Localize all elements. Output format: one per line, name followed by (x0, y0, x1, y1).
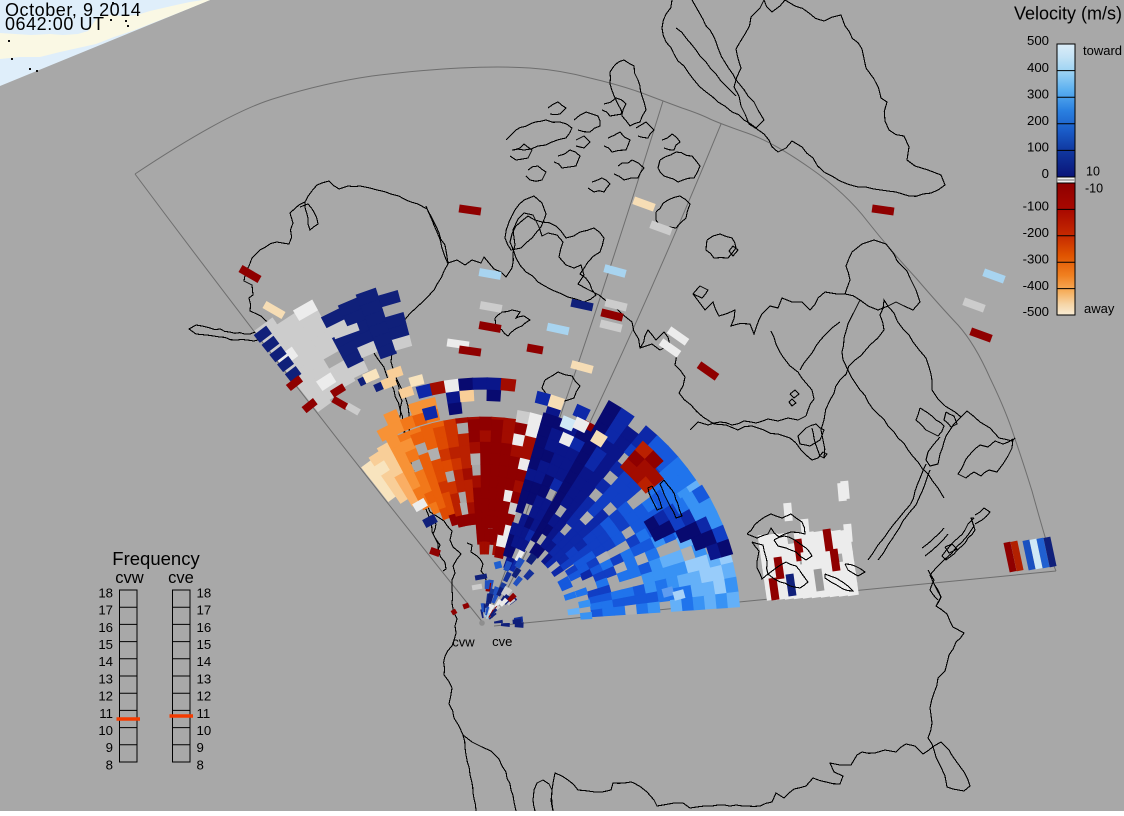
svg-text:Velocity (m/s): Velocity (m/s) (1014, 4, 1122, 24)
svg-text:16: 16 (98, 620, 113, 635)
svg-text:away: away (1084, 301, 1115, 316)
svg-text:-10: -10 (1085, 182, 1103, 196)
svg-text:300: 300 (1027, 86, 1049, 101)
svg-text:500: 500 (1027, 33, 1049, 48)
svg-text:cvw: cvw (452, 635, 475, 650)
svg-text:18: 18 (98, 585, 113, 600)
svg-text:cvw: cvw (115, 569, 144, 587)
svg-text:11: 11 (99, 706, 113, 721)
svg-text:8: 8 (197, 757, 204, 772)
svg-text:0642:00 UT: 0642:00 UT (5, 14, 105, 34)
svg-text:12: 12 (98, 689, 113, 704)
svg-text:cve: cve (168, 569, 194, 587)
svg-text:12: 12 (197, 689, 212, 704)
svg-text:14: 14 (197, 654, 212, 669)
svg-text:14: 14 (98, 654, 113, 669)
svg-text:17: 17 (197, 603, 212, 618)
svg-text:toward: toward (1083, 43, 1122, 58)
svg-text:11: 11 (197, 706, 211, 721)
svg-text:-400: -400 (1023, 278, 1049, 293)
svg-text:15: 15 (197, 637, 212, 652)
svg-text:16: 16 (197, 620, 212, 635)
svg-text:-500: -500 (1023, 304, 1049, 319)
svg-text:10: 10 (197, 723, 212, 738)
svg-text:Frequency: Frequency (112, 548, 200, 569)
svg-text:-200: -200 (1023, 225, 1049, 240)
svg-text:17: 17 (98, 603, 113, 618)
svg-text:13: 13 (197, 671, 212, 686)
svg-text:10: 10 (98, 723, 113, 738)
svg-text:15: 15 (98, 637, 113, 652)
svg-text:400: 400 (1027, 60, 1049, 75)
svg-text:0: 0 (1042, 166, 1049, 181)
svg-text:8: 8 (106, 757, 113, 772)
svg-text:18: 18 (197, 585, 212, 600)
svg-text:9: 9 (197, 740, 204, 755)
svg-text:13: 13 (98, 671, 113, 686)
svg-text:10: 10 (1086, 165, 1100, 179)
svg-text:-100: -100 (1023, 199, 1049, 214)
svg-text:9: 9 (106, 740, 113, 755)
svg-text:200: 200 (1027, 113, 1049, 128)
svg-text:-300: -300 (1023, 251, 1049, 266)
svg-text:100: 100 (1027, 140, 1049, 155)
svg-text:October, 9 2014: October, 9 2014 (5, 0, 141, 20)
svg-text:cve: cve (492, 634, 512, 649)
